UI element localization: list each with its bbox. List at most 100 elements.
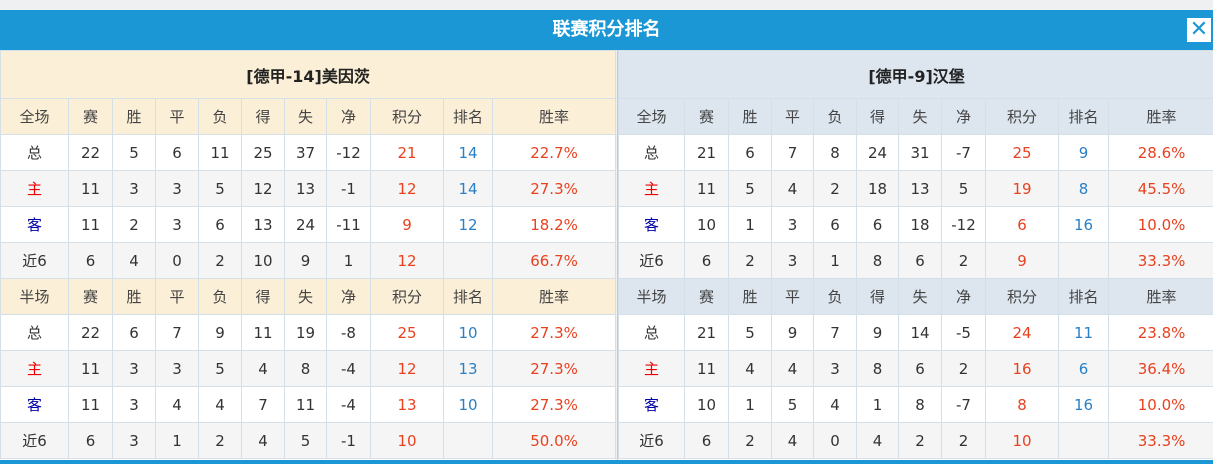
row-label: 主 [618, 170, 685, 207]
row-label: 近6 [0, 242, 69, 279]
cell-胜: 5 [728, 314, 772, 351]
cell-排名: 16 [1058, 206, 1109, 243]
cell-排名: 9 [1058, 134, 1109, 171]
row-label: 客 [0, 206, 69, 243]
cell-胜: 5 [728, 170, 772, 207]
column-header: 胜率 [1107, 98, 1213, 135]
title-bar: 联赛积分排名 ✕ [0, 10, 1213, 50]
cell-负: 7 [813, 314, 857, 351]
cell-得: 4 [241, 422, 285, 459]
team-name: [德甲-9]汉堡 [617, 50, 1213, 99]
column-header: 平 [771, 278, 814, 315]
table-row: 近6 6 2 4 0 4 2 2 10 33.3% [618, 422, 1213, 459]
cell-赛: 11 [68, 170, 113, 207]
cell-平: 6 [155, 134, 199, 171]
cell-平: 3 [155, 350, 199, 387]
cell-积分: 19 [985, 170, 1059, 207]
column-header: 赛 [68, 278, 113, 315]
section-label: 全场 [0, 98, 69, 135]
page-title: 联赛积分排名 [552, 19, 661, 40]
cell-得: 8 [856, 242, 899, 279]
cell-排名: 12 [443, 206, 493, 243]
column-header: 负 [813, 278, 857, 315]
row-label: 客 [618, 206, 685, 243]
cell-积分: 6 [985, 206, 1059, 243]
cell-赛: 6 [684, 242, 729, 279]
cell-积分: 8 [985, 386, 1059, 423]
cell-净: -12 [326, 134, 371, 171]
row-label: 总 [0, 314, 69, 351]
cell-赛: 6 [68, 242, 113, 279]
cell-胜: 4 [728, 350, 772, 387]
cell-胜率: 27.3% [491, 386, 617, 423]
full-header-row: 全场赛胜平负得失净积分 排名 胜率 [618, 98, 1213, 135]
cell-胜: 1 [728, 386, 772, 423]
cell-失: 13 [898, 170, 942, 207]
cell-负: 9 [198, 314, 242, 351]
cell-负: 3 [813, 350, 857, 387]
cell-排名: 6 [1058, 350, 1109, 387]
cell-失: 11 [284, 386, 327, 423]
cell-排名: 10 [443, 386, 493, 423]
cell-失: 5 [284, 422, 327, 459]
cell-排名: 14 [443, 134, 493, 171]
column-header: 赛 [684, 98, 729, 135]
column-header: 赛 [684, 278, 729, 315]
cell-积分: 25 [985, 134, 1059, 171]
column-header: 失 [898, 278, 942, 315]
table-row: 客 10 1 3 6 6 18 -12 6 16 10.0% [618, 206, 1213, 243]
table-row: 客 11 2 3 6 13 24 -11 9 12 18.2% [0, 206, 617, 243]
column-header: 净 [326, 278, 371, 315]
cell-净: -1 [326, 170, 371, 207]
section-label: 半场 [618, 278, 685, 315]
cell-胜: 2 [728, 242, 772, 279]
cell-平: 1 [155, 422, 199, 459]
cell-赛: 21 [684, 134, 729, 171]
cell-排名 [443, 242, 493, 279]
column-header: 排名 [443, 278, 493, 315]
table-row: 总 22 5 6 11 25 37 -12 21 14 22.7% [0, 134, 617, 171]
cell-赛: 10 [684, 206, 729, 243]
row-label: 主 [618, 350, 685, 387]
cell-胜率: 27.3% [491, 350, 617, 387]
section-label: 半场 [0, 278, 69, 315]
cell-失: 31 [898, 134, 942, 171]
cell-排名: 8 [1058, 170, 1109, 207]
cell-负: 1 [813, 242, 857, 279]
cell-胜: 3 [112, 170, 156, 207]
cell-负: 6 [198, 206, 242, 243]
column-header: 得 [241, 98, 285, 135]
column-header: 胜率 [491, 278, 617, 315]
column-header: 积分 [985, 98, 1059, 135]
cell-积分: 21 [370, 134, 444, 171]
cell-失: 13 [284, 170, 327, 207]
cell-胜: 3 [112, 350, 156, 387]
column-header: 积分 [370, 98, 444, 135]
cell-负: 5 [198, 170, 242, 207]
cell-失: 8 [284, 350, 327, 387]
column-header: 净 [941, 278, 986, 315]
column-header: 积分 [370, 278, 444, 315]
cell-平: 3 [771, 206, 814, 243]
close-icon[interactable]: ✕ [1187, 18, 1211, 42]
row-label: 总 [618, 134, 685, 171]
cell-胜率: 28.6% [1107, 134, 1213, 171]
cell-胜: 3 [112, 386, 156, 423]
cell-得: 8 [856, 350, 899, 387]
cell-失: 18 [898, 206, 942, 243]
cell-积分: 12 [370, 350, 444, 387]
cell-失: 2 [898, 422, 942, 459]
cell-胜率: 27.3% [491, 170, 617, 207]
half-header-row: 半场赛胜平负得失净积分 排名 胜率 [0, 278, 617, 315]
cell-积分: 12 [370, 242, 444, 279]
cell-得: 13 [241, 206, 285, 243]
cell-积分: 24 [985, 314, 1059, 351]
cell-得: 25 [241, 134, 285, 171]
cell-胜: 3 [112, 422, 156, 459]
column-header: 胜 [112, 278, 156, 315]
table-row: 总 22 6 7 9 11 19 -8 25 10 27.3% [0, 314, 617, 351]
cell-积分: 13 [370, 386, 444, 423]
cell-胜率: 50.0% [491, 422, 617, 459]
cell-胜: 2 [728, 422, 772, 459]
cell-净: -4 [326, 350, 371, 387]
